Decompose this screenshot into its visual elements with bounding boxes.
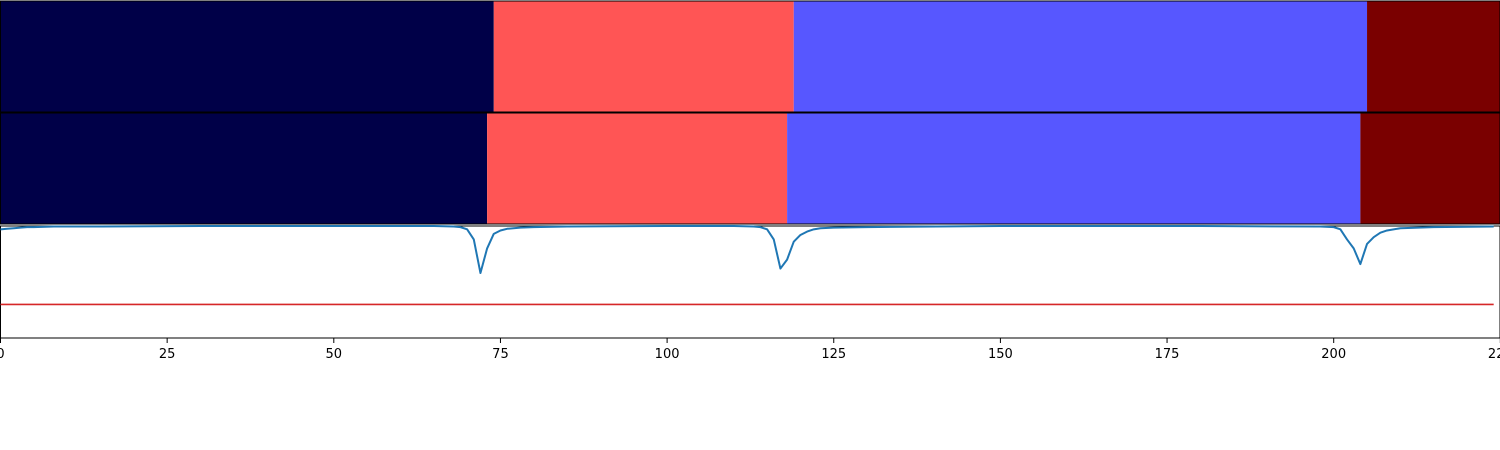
segment-bar	[1367, 1, 1500, 112]
x-tick-label: 125	[821, 347, 846, 362]
segment-row-2	[0, 112, 1500, 225]
x-tick-label: 75	[492, 347, 509, 362]
segment-row-1	[0, 0, 1500, 113]
signal-plot	[0, 225, 1500, 339]
x-tick-label: 200	[1321, 347, 1346, 362]
x-tick-label: 100	[655, 347, 680, 362]
signal-plot-frame	[0, 225, 1500, 339]
segment-row-frame	[0, 0, 1500, 113]
x-tick-label: 50	[326, 347, 343, 362]
x-tick-label: 0	[0, 347, 5, 362]
segment-bar	[493, 1, 794, 112]
x-tick-label: 175	[1155, 347, 1180, 362]
segment-bar	[0, 1, 494, 112]
x-axis: 0 25 50 75 100 125 150 175 200 225	[0, 338, 1500, 362]
segment-row-frame	[0, 112, 1500, 225]
segment-bar	[793, 1, 1368, 112]
x-tick-label: 150	[988, 347, 1013, 362]
segment-bar	[787, 113, 1361, 224]
x-tick-label: 225	[1488, 347, 1500, 362]
segment-bar	[487, 113, 788, 224]
segment-rows	[0, 0, 1500, 225]
segment-bar	[0, 113, 488, 224]
x-tick-label: 25	[159, 347, 176, 362]
segment-bar	[1360, 113, 1500, 224]
signal-line	[0, 225, 1494, 275]
